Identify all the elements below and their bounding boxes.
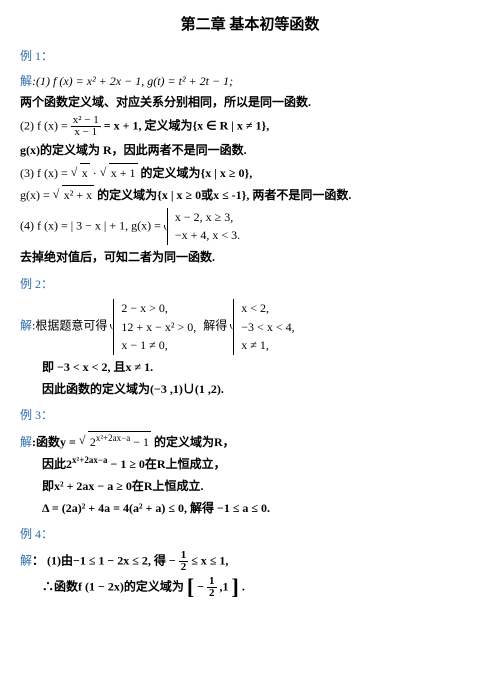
- sys1-r2: 12 + x − x² > 0,: [120, 318, 197, 337]
- ex3-p1: 解:函数y = 2x²+2ax−a − 1 的定义域为R，: [20, 431, 480, 452]
- radicand: x² + x: [62, 185, 94, 205]
- ex4-p2: ∴函数f (1 − 2x)的定义域为 [ − 12 ,1 ] .: [42, 576, 480, 599]
- sys1-r1: 2 − x > 0,: [120, 299, 197, 318]
- denominator: 2: [179, 562, 189, 573]
- ex1-sol-1: 解:(1) f (x) = x² + 2x − 1, g(t) = t² + 2…: [20, 72, 480, 91]
- ex1-p3b-pre: g(x) =: [20, 188, 53, 202]
- system-brace-2: x < 2, −3 < x < 4, x ≠ 1,: [233, 299, 295, 355]
- exponent: x²+2ax−a: [96, 433, 130, 443]
- example-2-label: 例 2：: [20, 275, 480, 294]
- answer-label: 解: [20, 74, 32, 88]
- answer-label: 解: [20, 553, 32, 567]
- ex4-p1b: ≤ x ≤ 1,: [191, 553, 228, 567]
- ex4-p1a: ： (1)由−1 ≤ 1 − 2x ≤ 2, 得 −: [32, 553, 179, 567]
- ex1-p3a-pre: (3) f (x) =: [20, 166, 71, 180]
- ex3-p2: 因此2x²+2ax−a − 1 ≥ 0在R上恒成立，: [42, 454, 480, 474]
- ex3-p2-post: − 1 ≥ 0在R上恒成立，: [107, 457, 225, 471]
- rad-tail: − 1: [130, 435, 149, 449]
- ex1-p2a-pre: (2) f (x) =: [20, 118, 71, 132]
- ex2-body: 解:根据题意可得 2 − x > 0, 12 + x − x² > 0, x −…: [20, 299, 480, 355]
- ex1-p2a-post: = x + 1, 定义域为{x ∈ R | x ≠ 1},: [104, 118, 269, 132]
- ex3-p3: 即x² + 2ax − a ≥ 0在R上恒成立.: [42, 477, 480, 496]
- ex3-p2-pre: 因此2: [42, 457, 72, 471]
- left-bracket-icon: [: [187, 578, 194, 596]
- piece-1: x − 2, x ≥ 3,: [174, 208, 241, 227]
- example-3-label: 例 3：: [20, 406, 480, 425]
- ex4-p2a: ∴函数f (1 − 2x)的定义域为: [42, 579, 184, 593]
- sqrt: 2x²+2ax−a − 1: [79, 431, 151, 452]
- ex4-p2c: ,1: [220, 579, 229, 593]
- ex1-p1b: 两个函数定义域、对应关系分别相同，所以是同一函数.: [20, 93, 480, 112]
- ex1-p3a-mid: ·: [93, 166, 100, 180]
- ex4-p2d: .: [242, 579, 245, 593]
- fraction: 12: [179, 550, 189, 573]
- sqrt: x: [71, 163, 90, 183]
- ex1-p4a: (4) f (x) = | 3 − x | + 1, g(x) =: [20, 218, 164, 232]
- numerator: 1: [207, 576, 217, 588]
- piecewise-brace: x − 2, x ≥ 3, −x + 4, x < 3.: [167, 208, 241, 245]
- radicand: x: [80, 163, 90, 183]
- ex3-p1-pre: :函数y =: [32, 435, 79, 449]
- ex3-p4: Δ = (2a)² + 4a = 4(a² + a) ≤ 0, 解得 −1 ≤ …: [42, 499, 480, 518]
- ex1-p3a-post: 的定义域为{x | x ≥ 0},: [141, 166, 253, 180]
- ex1-p1a: :(1) f (x) = x² + 2x − 1, g(t) = t² + 2t…: [32, 74, 233, 88]
- fraction: x² − 1x − 1: [71, 115, 101, 138]
- sys2-r1: x < 2,: [240, 299, 295, 318]
- right-bracket-icon: ]: [232, 578, 239, 596]
- system-brace-1: 2 − x > 0, 12 + x − x² > 0, x − 1 ≠ 0,: [113, 299, 197, 355]
- ex2-lead: :根据题意可得: [32, 319, 107, 333]
- ex1-p3b: g(x) = x² + x 的定义域为{x | x ≥ 0或x ≤ -1}, 两…: [20, 185, 480, 205]
- answer-label: 解: [20, 319, 32, 333]
- exponent: x²+2ax−a: [72, 455, 107, 465]
- ex1-sol-2: (2) f (x) = x² − 1x − 1 = x + 1, 定义域为{x …: [20, 115, 480, 138]
- denominator: 2: [207, 588, 217, 599]
- sys2-r3: x ≠ 1,: [240, 336, 295, 355]
- radicand: x + 1: [109, 163, 138, 183]
- ex4-p2b: −: [197, 579, 207, 593]
- ex1-p2b: g(x)的定义域为 R，因此两者不是同一函数.: [20, 141, 480, 160]
- answer-label: 解: [20, 435, 32, 449]
- ex2-c2: 因此函数的定义域为(−3 ,1)∪(1 ,2).: [42, 380, 480, 399]
- ex1-sol-4: (4) f (x) = | 3 − x | + 1, g(x) = x − 2,…: [20, 208, 480, 245]
- fraction: 12: [207, 576, 217, 599]
- ex2-c1: 即 −3 < x < 2, 且x ≠ 1.: [42, 358, 480, 377]
- denominator: x − 1: [71, 127, 101, 138]
- ex4-p1: 解： (1)由−1 ≤ 1 − 2x ≤ 2, 得 − 12 ≤ x ≤ 1,: [20, 550, 480, 573]
- chapter-title: 第二章 基本初等函数: [20, 14, 480, 37]
- sqrt: x + 1: [100, 163, 138, 183]
- ex3-p1-post: 的定义域为R，: [154, 435, 235, 449]
- numerator: 1: [179, 550, 189, 562]
- ex1-p4c: 去掉绝对值后，可知二者为同一函数.: [20, 248, 480, 267]
- sqrt: x² + x: [53, 185, 94, 205]
- piece-2: −x + 4, x < 3.: [174, 226, 241, 245]
- ex1-p3b-post: 的定义域为{x | x ≥ 0或x ≤ -1}, 两者不是同一函数.: [97, 188, 351, 202]
- sys2-r2: −3 < x < 4,: [240, 318, 295, 337]
- example-1-label: 例 1：: [20, 47, 480, 66]
- radicand: 2x²+2ax−a − 1: [88, 431, 151, 452]
- ex1-sol-3: (3) f (x) = x · x + 1 的定义域为{x | x ≥ 0},: [20, 163, 480, 183]
- example-4-label: 例 4：: [20, 525, 480, 544]
- ex2-mid: 解得: [203, 319, 227, 333]
- sys1-r3: x − 1 ≠ 0,: [120, 336, 197, 355]
